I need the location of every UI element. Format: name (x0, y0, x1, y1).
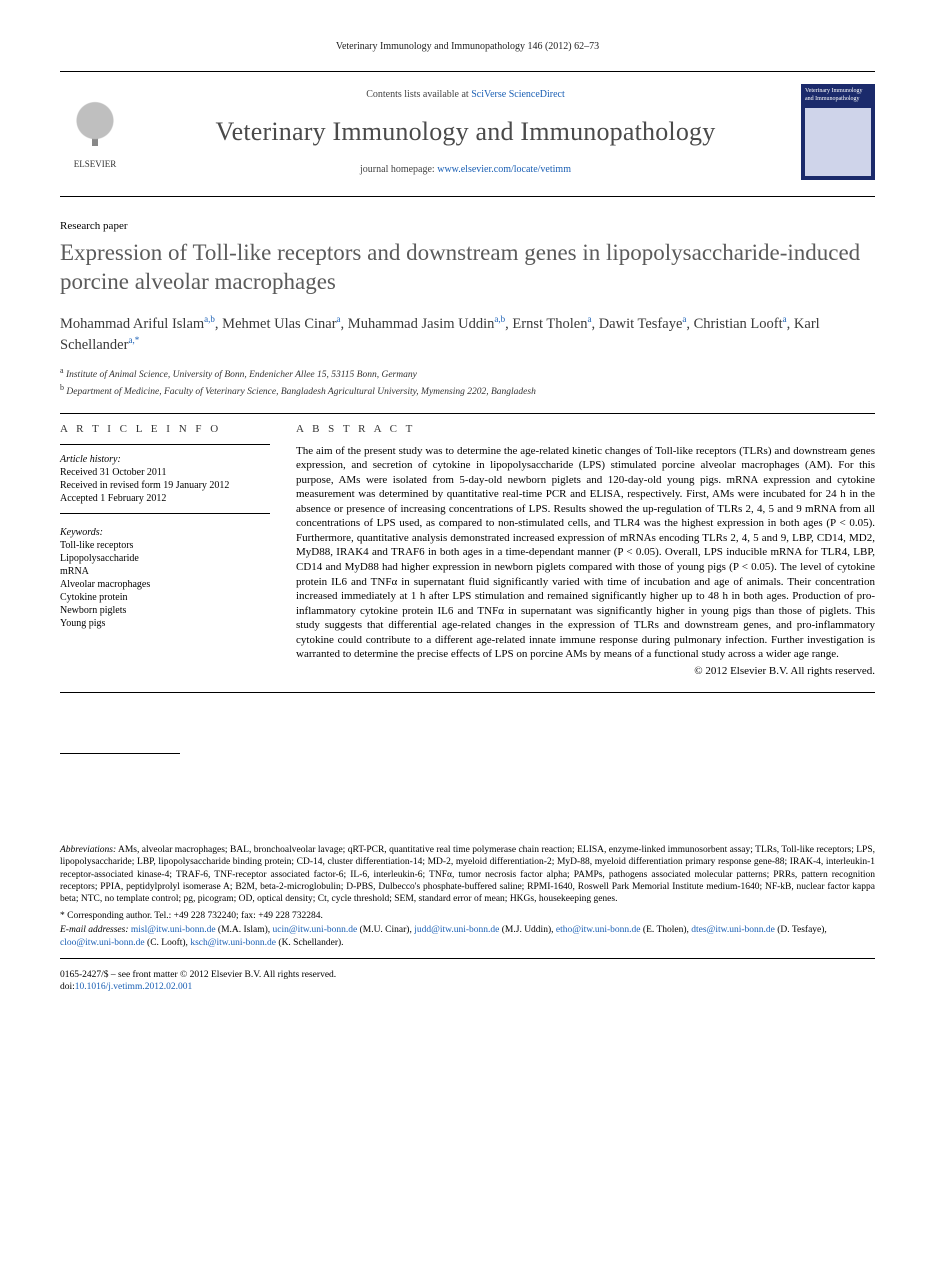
rule-below-abstract (60, 692, 875, 693)
keyword-lines: Toll-like receptorsLipopolysaccharidemRN… (60, 539, 270, 630)
emails-label: E-mail addresses: (60, 925, 129, 935)
email-link[interactable]: cloo@itw.uni-bonn.de (60, 938, 145, 948)
rule-top (60, 71, 875, 72)
journal-cover-thumb: Veterinary Immunology and Immunopatholog… (801, 84, 875, 180)
contents-prefix: Contents lists available at (366, 89, 471, 100)
issn-line: 0165-2427/$ – see front matter © 2012 El… (60, 969, 875, 981)
keyword: Cytokine protein (60, 591, 270, 604)
corresponding-author: * Corresponding author. Tel.: +49 228 73… (60, 910, 875, 922)
email-link[interactable]: ksch@itw.uni-bonn.de (190, 938, 276, 948)
section-label: Research paper (60, 219, 875, 233)
sciencedirect-link[interactable]: SciVerse ScienceDirect (471, 89, 565, 100)
cover-art-placeholder (805, 108, 871, 176)
doi-prefix: doi: (60, 982, 75, 992)
email-link[interactable]: dtes@itw.uni-bonn.de (691, 925, 775, 935)
copyright-line: © 2012 Elsevier B.V. All rights reserved… (296, 664, 875, 678)
email-block: E-mail addresses: misl@itw.uni-bonn.de (… (60, 924, 875, 950)
keyword: Lipopolysaccharide (60, 552, 270, 565)
keyword: Newborn piglets (60, 604, 270, 617)
abstract-column: A B S T R A C T The aim of the present s… (296, 422, 875, 678)
affiliation: a Institute of Animal Science, Universit… (60, 366, 875, 382)
abstract-text: The aim of the present study was to dete… (296, 444, 875, 662)
info-rule-1 (60, 444, 270, 445)
rule-above-info (60, 413, 875, 414)
history-label: Article history: (60, 453, 270, 466)
journal-name: Veterinary Immunology and Immunopatholog… (144, 115, 787, 149)
info-rule-2 (60, 513, 270, 514)
email-link[interactable]: judd@itw.uni-bonn.de (414, 925, 499, 935)
contents-available-line: Contents lists available at SciVerse Sci… (144, 88, 787, 101)
email-link[interactable]: misl@itw.uni-bonn.de (131, 925, 216, 935)
history-lines: Received 31 October 2011Received in revi… (60, 466, 270, 505)
abstract-heading: A B S T R A C T (296, 422, 875, 436)
keyword: mRNA (60, 565, 270, 578)
article-info-column: A R T I C L E I N F O Article history: R… (60, 422, 270, 678)
abbrev-text: AMs, alveolar macrophages; BAL, bronchoa… (60, 845, 875, 904)
homepage-link[interactable]: www.elsevier.com/locate/vetimm (437, 164, 571, 175)
keyword: Young pigs (60, 617, 270, 630)
history-line: Received in revised form 19 January 2012 (60, 479, 270, 492)
keyword: Toll-like receptors (60, 539, 270, 552)
article-info-heading: A R T I C L E I N F O (60, 422, 270, 436)
publisher-logo-label: ELSEVIER (74, 159, 117, 171)
author-list: Mohammad Ariful Islama,b, Mehmet Ulas Ci… (60, 313, 875, 356)
abbreviations-block: Abbreviations: AMs, alveolar macrophages… (60, 844, 875, 906)
homepage-prefix: journal homepage: (360, 164, 437, 175)
journal-homepage-line: journal homepage: www.elsevier.com/locat… (144, 163, 787, 176)
email-link[interactable]: ucin@itw.uni-bonn.de (273, 925, 358, 935)
doi-link[interactable]: 10.1016/j.vetimm.2012.02.001 (75, 982, 192, 992)
email-who: (M.U. Cinar), (357, 925, 414, 935)
history-line: Received 31 October 2011 (60, 466, 270, 479)
email-who: (K. Schellander). (276, 938, 344, 948)
running-head: Veterinary Immunology and Immunopatholog… (60, 40, 875, 53)
email-who: (M.A. Islam), (216, 925, 273, 935)
doi-line: doi:10.1016/j.vetimm.2012.02.001 (60, 981, 875, 993)
history-line: Accepted 1 February 2012 (60, 492, 270, 505)
rule-under-masthead (60, 196, 875, 197)
masthead: ELSEVIER Contents lists available at Sci… (60, 78, 875, 190)
abbrev-lead: Abbreviations: (60, 845, 116, 855)
affiliation: b Department of Medicine, Faculty of Vet… (60, 383, 875, 399)
elsevier-tree-icon (67, 101, 123, 157)
footnote-rule (60, 753, 180, 754)
email-who: (M.J. Uddin), (499, 925, 555, 935)
rule-above-issn (60, 958, 875, 959)
email-link[interactable]: etho@itw.uni-bonn.de (556, 925, 641, 935)
cover-caption: Veterinary Immunology and Immunopatholog… (805, 88, 871, 104)
email-who: (C. Looft), (145, 938, 191, 948)
affiliation-list: a Institute of Animal Science, Universit… (60, 366, 875, 399)
keywords-label: Keywords: (60, 526, 270, 539)
article-title: Expression of Toll-like receptors and do… (60, 239, 875, 297)
publisher-logo: ELSEVIER (60, 93, 130, 171)
email-who: (E. Tholen), (641, 925, 692, 935)
email-who: (D. Tesfaye), (775, 925, 827, 935)
keyword: Alveolar macrophages (60, 578, 270, 591)
